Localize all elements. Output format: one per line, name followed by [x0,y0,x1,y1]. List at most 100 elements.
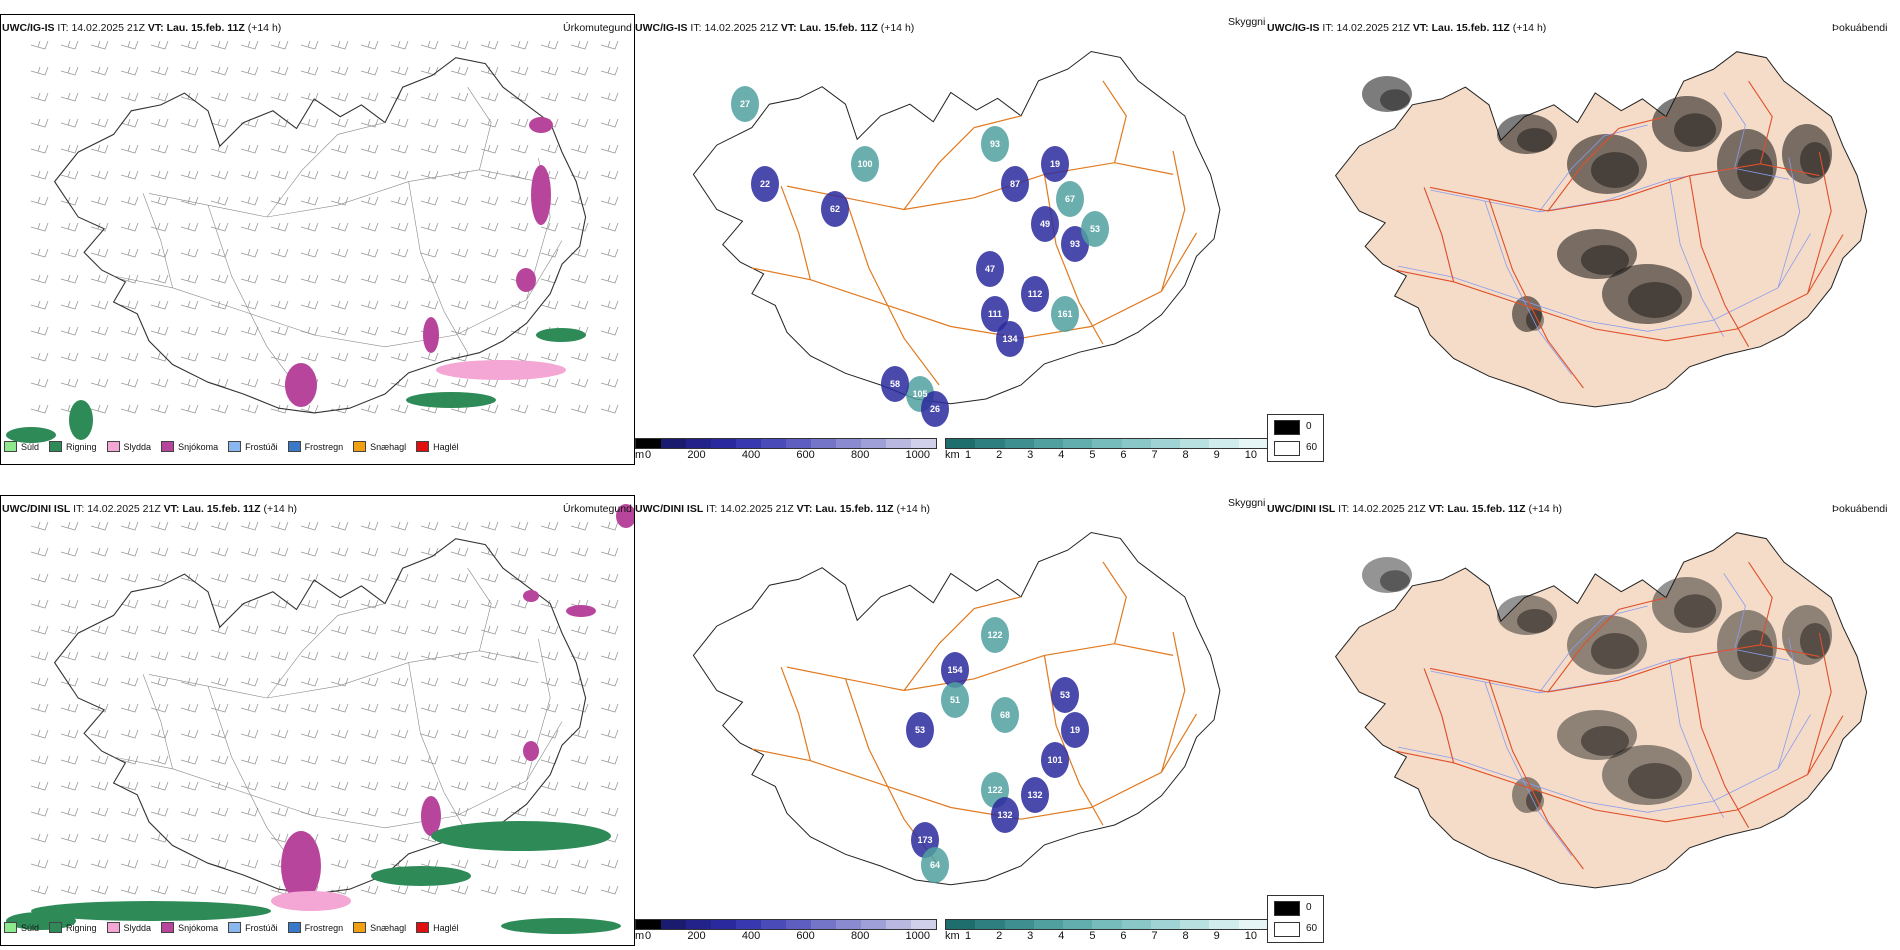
wind-barb [240,625,259,635]
height-scale-tick: 400 [741,930,761,942]
wind-barb [360,352,379,362]
wind-barb [150,833,169,843]
vis-scale-tick: 4 [1058,930,1065,942]
wind-barb [570,170,589,180]
wind-barb [300,547,319,557]
wind-barb [420,625,439,635]
wind-barb [240,781,259,791]
wind-barb [120,755,139,765]
wind-barb [120,703,139,713]
weather-area [1362,76,1412,112]
wind-barb [480,352,499,362]
wind-barb [420,885,439,895]
vis-scale-swatch [1004,920,1034,929]
wind-barb [360,651,379,661]
visibility-value-label: 68 [1000,710,1010,720]
wind-barb [270,274,289,284]
wind-barb [450,625,469,635]
wind-barb [600,599,619,609]
fog-panel-row2 [1267,495,1900,946]
height-scale-swatch [636,920,661,929]
wind-barb [180,547,199,557]
legend-swatch [353,441,367,452]
model-header-vis-1: UWC/IG-IS IT: 14.02.2025 21Z VT: Lau. 15… [635,22,915,34]
wind-barb [30,781,49,791]
wind-barb [390,274,409,284]
wind-barb [60,703,79,713]
vis-scale-tick: 9 [1213,930,1220,942]
precip-legend-2: Súld Rigning Slydda Snjókoma Frostúði Frostre… [4,922,459,933]
wind-barb [360,326,379,336]
wind-barb [210,118,229,128]
wind-barb [450,274,469,284]
legend-item: Frostregn [287,922,343,933]
vis-scale-swatch [1150,439,1181,448]
wind-barb [330,300,349,310]
wind-barb [450,703,469,713]
wind-barb [600,651,619,661]
wind-barb [270,144,289,154]
wind-barb [30,573,49,583]
weather-area [523,741,539,761]
wind-barb [60,755,79,765]
visibility-value-label: 87 [1010,179,1020,189]
weather-area [1557,229,1637,279]
weather-area [906,712,934,748]
panel-title-vis-1: Skyggni [1228,16,1266,28]
wind-barb [60,859,79,869]
weather-area [1591,152,1639,188]
wind-barb [180,352,199,362]
legend-swatch [49,922,63,933]
fog-panel-row1 [1267,14,1900,465]
wind-barb [270,300,289,310]
wind-barb [480,781,499,791]
wind-barb [180,859,199,869]
wind-barb [510,66,529,76]
wind-barb [540,573,559,583]
wind-barb [570,573,589,583]
wind-barb [600,755,619,765]
wind-barb [420,729,439,739]
wind-barb [540,625,559,635]
wind-barb [330,40,349,50]
wind-barb [420,781,439,791]
wind-barb [150,326,169,336]
wind-barb [360,703,379,713]
wind-barb [180,651,199,661]
height-scale-tick: 200 [687,449,706,461]
wind-barb [120,40,139,50]
vis-scale-swatch [1033,439,1064,448]
wind-barb [570,92,589,102]
wind-barb [330,859,349,869]
legend-swatch [106,922,120,933]
weather-area [1061,712,1089,748]
height-scale-tick: 400 [741,449,761,461]
wind-barb [180,118,199,128]
wind-barb [420,352,439,362]
wind-barb [360,781,379,791]
wind-barb [240,274,259,284]
wind-barb [30,222,49,232]
wind-barb [120,807,139,817]
panel-title-precip-2: Úrkomutegund [563,503,632,515]
model-header-fog-1: UWC/IG-IS IT: 14.02.2025 21Z VT: Lau. 15… [1267,22,1547,34]
legend-label: Frostúði [245,441,278,452]
wind-barb [360,144,379,154]
weather-area [523,590,539,602]
wind-barb [240,521,259,531]
weather-area [6,427,56,443]
wind-barb [390,40,409,50]
legend-swatch [228,922,242,933]
wind-barb [30,144,49,154]
wind-barb [330,573,349,583]
height-scale-tick: 1000 [905,449,930,461]
wind-barb [450,222,469,232]
weather-area [1031,206,1059,242]
wind-barb [480,40,499,50]
legend-swatch [416,922,430,933]
wind-barb [570,118,589,128]
wind-barb [240,144,259,154]
wind-barb [240,196,259,206]
wind-barb [150,755,169,765]
wind-barb [240,352,259,362]
